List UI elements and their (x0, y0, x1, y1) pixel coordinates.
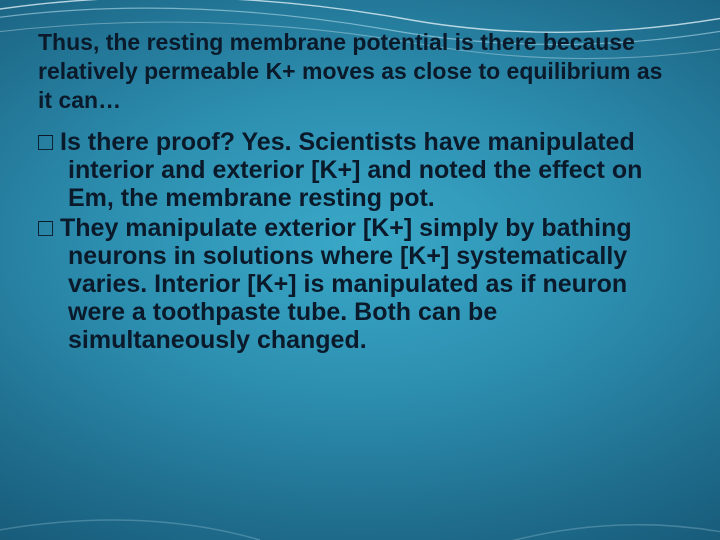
slide: Thus, the resting membrane potential is … (0, 0, 720, 540)
slide-title: Thus, the resting membrane potential is … (38, 28, 682, 114)
bullet-text: They manipulate exterior [K+] simply by … (60, 214, 632, 354)
slide-body: □Is there proof? Yes. Scientists have ma… (38, 128, 682, 354)
bullet-marker-icon: □ (38, 128, 60, 156)
bullet-marker-icon: □ (38, 214, 60, 242)
bullet-item: □Is there proof? Yes. Scientists have ma… (38, 128, 682, 212)
bullet-item: □They manipulate exterior [K+] simply by… (38, 214, 682, 354)
bullet-text: Is there proof? Yes. Scientists have man… (60, 128, 642, 212)
